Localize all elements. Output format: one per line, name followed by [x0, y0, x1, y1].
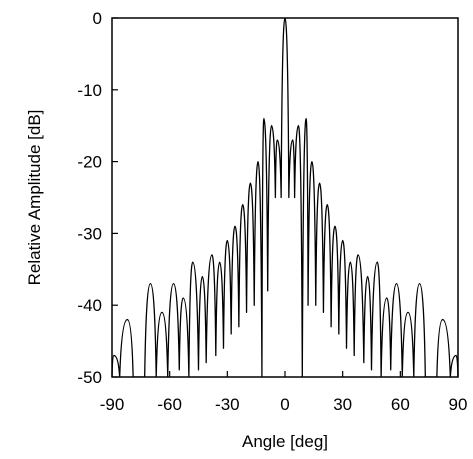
y-tick-label: 0: [93, 9, 102, 28]
y-tick-label: -10: [77, 81, 102, 100]
y-tick-label: -20: [77, 153, 102, 172]
x-tick-label: 30: [333, 395, 352, 414]
x-tick-label: 0: [280, 395, 289, 414]
x-tick-label: -60: [157, 395, 182, 414]
y-axis: 0 -10 -20 -30 -40 -50: [77, 9, 118, 387]
x-axis-title: Angle [deg]: [242, 432, 328, 451]
plot-area: [111, 17, 459, 378]
y-axis-title: Relative Amplitude [dB]: [25, 110, 44, 286]
x-tick-label: -30: [215, 395, 240, 414]
pattern-line: [112, 18, 458, 377]
x-tick-label: 60: [391, 395, 410, 414]
x-tick-label: 90: [449, 395, 468, 414]
plot-frame: [111, 17, 459, 378]
y-tick-label: -40: [77, 296, 102, 315]
x-tick-label: -90: [100, 395, 125, 414]
y-tick-label: -30: [77, 224, 102, 243]
y-tick-label: -50: [77, 368, 102, 387]
x-axis: -90 -60 -30 0 30 60 90: [100, 371, 468, 414]
